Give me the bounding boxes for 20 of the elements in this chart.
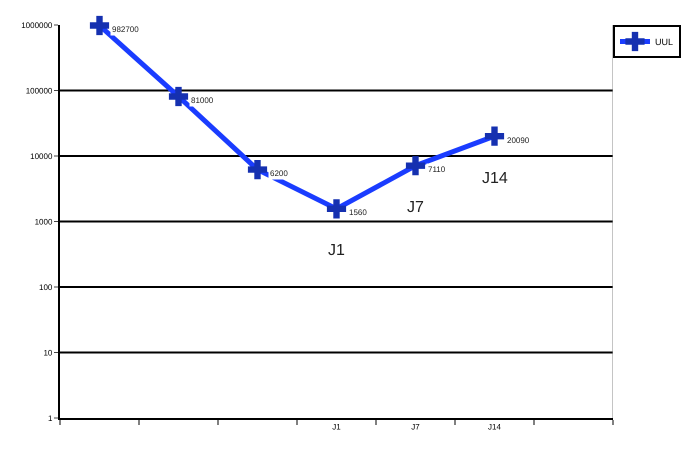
- x-tick-label: J1: [332, 422, 342, 432]
- data-label: 6200: [270, 169, 288, 178]
- data-label: 1560: [349, 208, 368, 217]
- x-tick-label: J7: [411, 422, 420, 432]
- annotation: J14: [482, 170, 508, 187]
- y-tick-label: 1: [48, 414, 53, 423]
- data-label: 81000: [191, 96, 214, 105]
- y-tick-label: 100: [39, 282, 53, 292]
- y-tick-label: 100000: [26, 86, 53, 96]
- data-label: 7110: [428, 165, 446, 174]
- legend-label: UUL: [655, 37, 674, 48]
- y-tick-label: 10000: [30, 152, 53, 161]
- x-tick-label: J14: [488, 422, 502, 432]
- annotation: J7: [407, 199, 424, 216]
- y-tick-label: 1000000: [21, 20, 53, 30]
- data-label: 982700: [112, 25, 140, 34]
- data-label: 20090: [507, 136, 530, 145]
- y-tick-label: 1000: [34, 217, 53, 226]
- y-tick-label: 10: [43, 348, 53, 358]
- annotation: J1: [328, 242, 345, 259]
